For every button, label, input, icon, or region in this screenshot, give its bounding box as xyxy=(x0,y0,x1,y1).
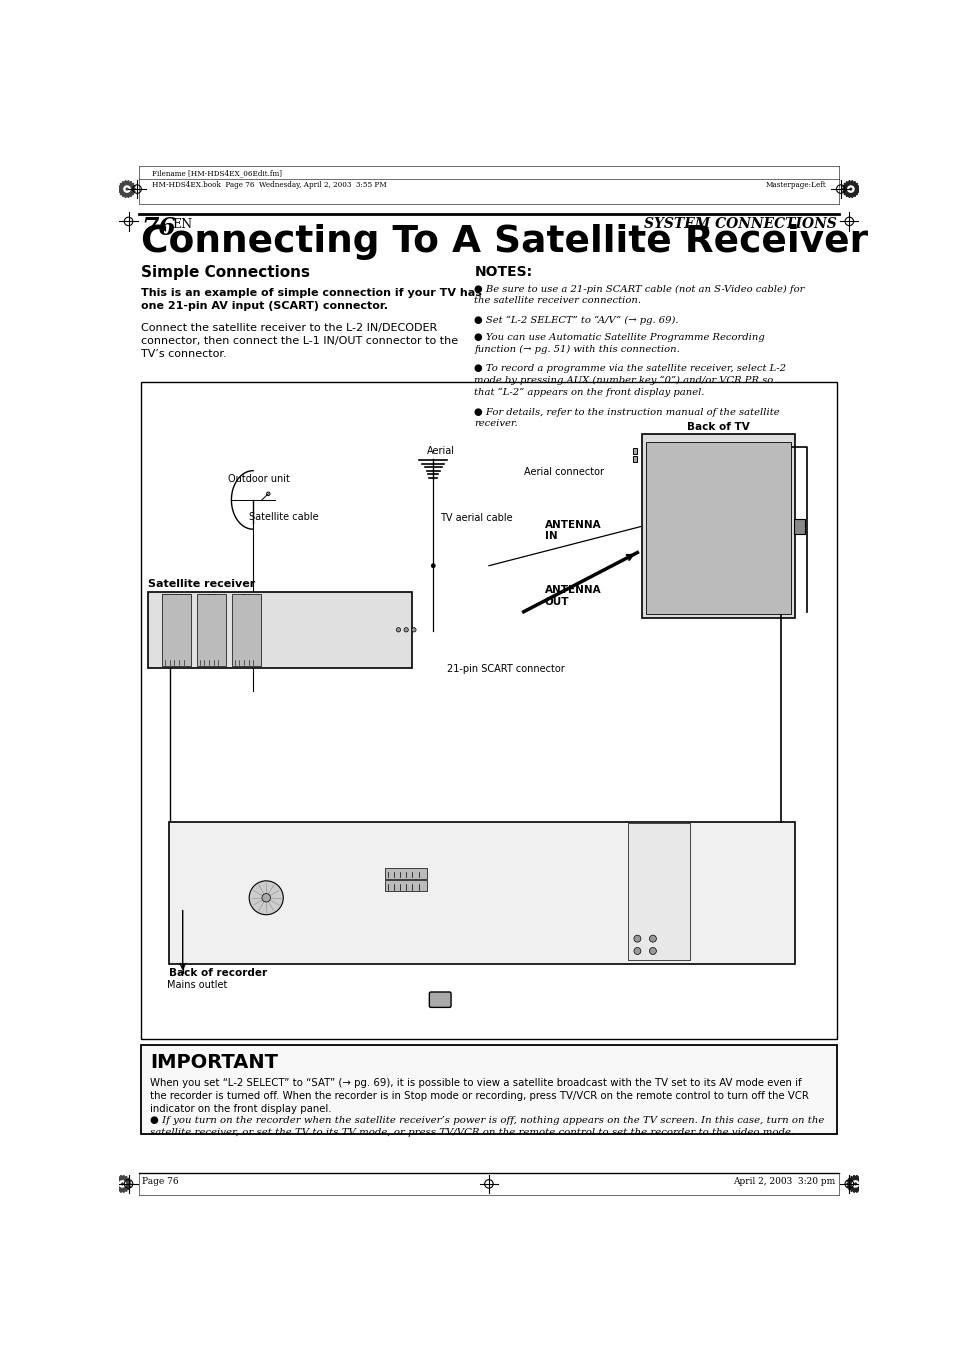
FancyBboxPatch shape xyxy=(162,594,192,666)
Text: ANTENNA
OUT: ANTENNA OUT xyxy=(544,585,600,607)
Text: ● If you turn on the recorder when the satellite receiver’s power is off, nothin: ● If you turn on the recorder when the s… xyxy=(150,1116,823,1138)
FancyBboxPatch shape xyxy=(645,442,790,615)
FancyBboxPatch shape xyxy=(793,519,804,534)
FancyBboxPatch shape xyxy=(627,823,689,961)
Circle shape xyxy=(854,1183,856,1185)
Text: 21-pin SCART connector: 21-pin SCART connector xyxy=(447,665,564,674)
Polygon shape xyxy=(113,1175,131,1193)
Circle shape xyxy=(649,935,656,942)
FancyBboxPatch shape xyxy=(632,455,637,462)
FancyBboxPatch shape xyxy=(169,823,794,963)
Circle shape xyxy=(633,935,640,942)
Text: VCR: VCR xyxy=(205,594,217,600)
Circle shape xyxy=(851,1181,858,1188)
Text: 76: 76 xyxy=(141,216,175,240)
Text: April 2, 2003  3:20 pm: April 2, 2003 3:20 pm xyxy=(732,1177,835,1186)
Text: Mains outlet: Mains outlet xyxy=(167,981,228,990)
Text: TV aerial cable: TV aerial cable xyxy=(439,513,513,523)
Circle shape xyxy=(403,628,408,632)
Circle shape xyxy=(395,628,400,632)
Text: DECODER: DECODER xyxy=(161,594,192,600)
FancyBboxPatch shape xyxy=(148,592,412,667)
Text: ● You can use Automatic Satellite Programme Recording
function (→ pg. 51) with t: ● You can use Automatic Satellite Progra… xyxy=(474,334,764,354)
Text: This is an example of simple connection if your TV has
one 21-pin AV input (SCAR: This is an example of simple connection … xyxy=(141,288,481,311)
Text: SYSTEM CONNECTIONS: SYSTEM CONNECTIONS xyxy=(643,216,836,231)
Circle shape xyxy=(124,186,130,192)
Text: HM-HDS4EX.book  Page 76  Wednesday, April 2, 2003  3:55 PM: HM-HDS4EX.book Page 76 Wednesday, April … xyxy=(152,181,386,189)
Text: ● Set “L-2 SELECT” to “A/V” (→ pg. 69).: ● Set “L-2 SELECT” to “A/V” (→ pg. 69). xyxy=(474,315,679,324)
Polygon shape xyxy=(846,1175,863,1193)
FancyBboxPatch shape xyxy=(384,869,427,880)
Circle shape xyxy=(119,1181,126,1188)
Text: Back of TV: Back of TV xyxy=(686,422,749,432)
Circle shape xyxy=(121,1183,123,1185)
Text: Satellite cable: Satellite cable xyxy=(249,512,318,521)
Text: EN: EN xyxy=(172,219,192,231)
Text: Simple Connections: Simple Connections xyxy=(141,265,310,280)
Text: When you set “L-2 SELECT” to “SAT” (→ pg. 69), it is possible to view a satellit: When you set “L-2 SELECT” to “SAT” (→ pg… xyxy=(150,1078,808,1115)
Text: Connecting To A Satellite Receiver: Connecting To A Satellite Receiver xyxy=(141,224,867,259)
Text: IMPORTANT: IMPORTANT xyxy=(150,1052,278,1071)
Text: Masterpage:Left: Masterpage:Left xyxy=(764,181,825,189)
FancyBboxPatch shape xyxy=(232,594,261,666)
Circle shape xyxy=(633,947,640,954)
Text: ● For details, refer to the instruction manual of the satellite
receiver.: ● For details, refer to the instruction … xyxy=(474,408,780,428)
Text: Outdoor unit: Outdoor unit xyxy=(228,474,289,484)
Circle shape xyxy=(431,563,435,567)
FancyBboxPatch shape xyxy=(196,594,226,666)
Circle shape xyxy=(849,188,851,190)
Circle shape xyxy=(412,628,416,632)
Text: Satellite receiver: Satellite receiver xyxy=(148,580,254,589)
Text: Aerial connector: Aerial connector xyxy=(523,467,603,477)
FancyBboxPatch shape xyxy=(141,381,836,1039)
Text: Filename [HM-HDS4EX_06Edit.fm]: Filename [HM-HDS4EX_06Edit.fm] xyxy=(152,170,281,178)
Circle shape xyxy=(847,186,853,192)
Text: Aerial: Aerial xyxy=(427,446,455,455)
Text: ● To record a programme via the satellite receiver, select L-2
mode by pressing : ● To record a programme via the satellit… xyxy=(474,365,785,397)
Polygon shape xyxy=(841,181,859,197)
FancyBboxPatch shape xyxy=(632,449,637,454)
FancyBboxPatch shape xyxy=(641,434,794,619)
Text: Back of recorder: Back of recorder xyxy=(169,969,267,978)
Text: ● Be sure to use a 21-pin SCART cable (not an S-Video cable) for
the satellite r: ● Be sure to use a 21-pin SCART cable (n… xyxy=(474,285,804,305)
Text: Connect the satellite receiver to the L-2 IN/DECODER
connector, then connect the: Connect the satellite receiver to the L-… xyxy=(141,323,457,359)
Polygon shape xyxy=(118,181,135,197)
Text: Page 76: Page 76 xyxy=(142,1177,179,1186)
Text: ANTENNA
IN: ANTENNA IN xyxy=(544,520,600,542)
Circle shape xyxy=(262,893,271,902)
FancyBboxPatch shape xyxy=(384,881,427,892)
FancyBboxPatch shape xyxy=(141,1046,836,1133)
Circle shape xyxy=(649,947,656,954)
FancyBboxPatch shape xyxy=(429,992,451,1008)
Circle shape xyxy=(249,881,283,915)
Text: TV: TV xyxy=(242,594,250,600)
Text: NOTES:: NOTES: xyxy=(474,265,532,278)
Circle shape xyxy=(126,188,128,190)
